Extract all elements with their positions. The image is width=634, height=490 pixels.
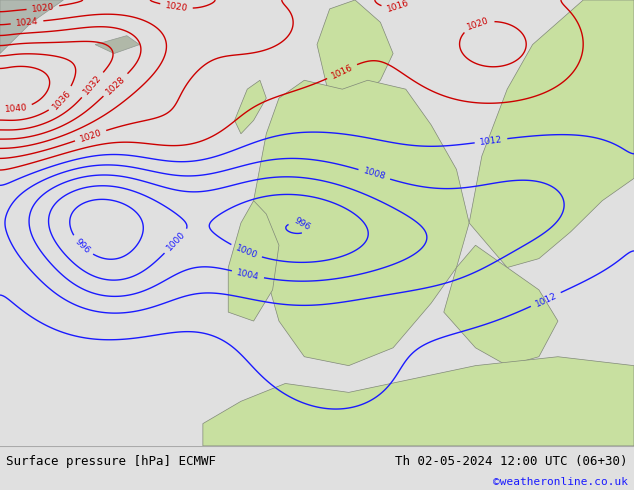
Text: 1020: 1020 (164, 1, 188, 13)
Text: 1036: 1036 (50, 88, 73, 111)
Text: 1016: 1016 (385, 0, 410, 13)
Text: 1016: 1016 (330, 63, 354, 80)
Polygon shape (228, 201, 279, 321)
Polygon shape (235, 80, 266, 134)
Text: Surface pressure [hPa] ECMWF: Surface pressure [hPa] ECMWF (6, 455, 216, 468)
Text: Th 02-05-2024 12:00 UTC (06+30): Th 02-05-2024 12:00 UTC (06+30) (395, 455, 628, 468)
Text: 1020: 1020 (31, 2, 55, 14)
Polygon shape (254, 80, 469, 366)
Text: 1012: 1012 (534, 291, 558, 308)
Text: 1040: 1040 (4, 103, 28, 114)
Polygon shape (317, 0, 393, 98)
Text: 1020: 1020 (78, 128, 103, 144)
Polygon shape (0, 0, 63, 53)
Polygon shape (203, 357, 634, 446)
Text: 1012: 1012 (479, 135, 503, 147)
Text: 1028: 1028 (104, 74, 127, 96)
Text: 1024: 1024 (15, 17, 39, 28)
Text: 1032: 1032 (82, 74, 103, 97)
Text: ©weatheronline.co.uk: ©weatheronline.co.uk (493, 477, 628, 487)
Text: 996: 996 (292, 216, 312, 233)
Text: 1000: 1000 (165, 230, 188, 253)
Polygon shape (95, 36, 139, 53)
Polygon shape (469, 0, 634, 268)
Text: 1020: 1020 (466, 16, 491, 32)
Text: 1008: 1008 (362, 167, 387, 182)
Text: 1000: 1000 (234, 243, 259, 260)
Polygon shape (444, 245, 558, 366)
Text: 996: 996 (73, 237, 91, 255)
Text: 1004: 1004 (236, 268, 260, 281)
